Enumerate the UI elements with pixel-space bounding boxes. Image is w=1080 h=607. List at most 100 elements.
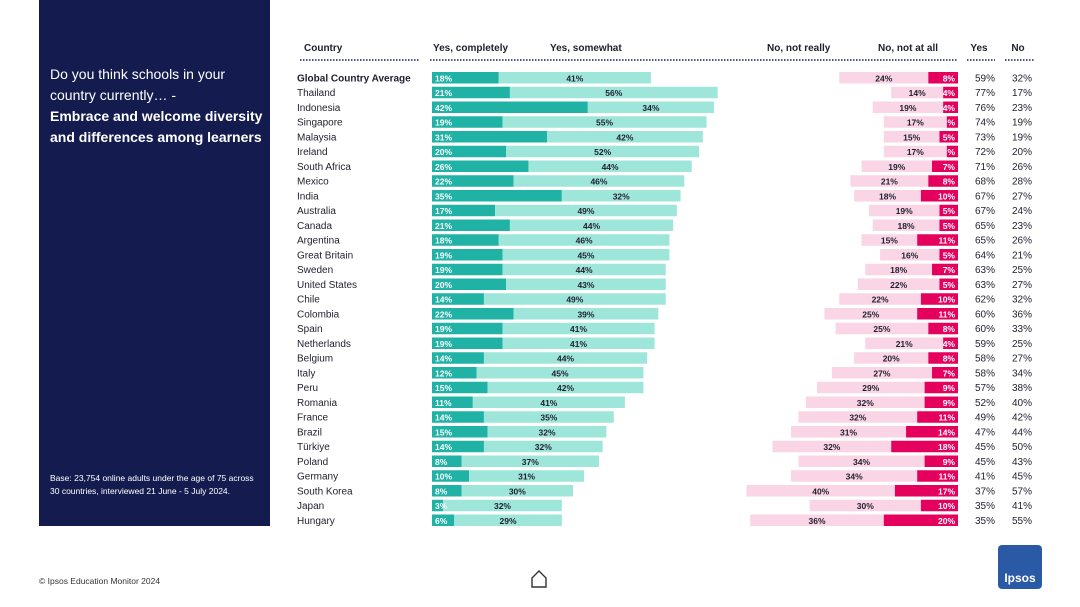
bar-yes-completely: [432, 440, 484, 453]
label-no-not-really: 25%: [873, 324, 890, 334]
label-no-not-at-all: 7%: [943, 162, 956, 172]
bar-yes-somewhat: [487, 426, 607, 438]
label-yes-somewhat: 32%: [535, 442, 552, 452]
total-no: 50%: [1012, 442, 1032, 453]
label-yes-completely: 19%: [435, 324, 452, 334]
total-yes: 45%: [975, 457, 995, 468]
header-yes-somewhat: Yes, somewhat: [550, 43, 622, 54]
bar-yes-completely: [432, 234, 499, 246]
country-label: Great Britain: [297, 250, 353, 261]
country-label: Netherlands: [297, 339, 351, 350]
label-yes-completely: 15%: [435, 383, 452, 393]
bar-no-not-at-all: [920, 293, 958, 305]
country-label: Argentina: [297, 236, 340, 247]
total-yes: 49%: [975, 413, 995, 424]
bar-no-not-at-all: [891, 440, 958, 453]
label-no-not-at-all: 4%: [943, 103, 956, 113]
label-yes-somewhat: 32%: [539, 427, 556, 437]
label-yes-somewhat: 49%: [566, 295, 583, 305]
bar-no-not-really: [791, 470, 918, 482]
country-label: Chile: [297, 295, 320, 306]
bar-yes-somewhat: [487, 381, 644, 394]
bar-no-not-really: [861, 234, 918, 246]
total-yes: 35%: [975, 501, 995, 512]
country-label: Mexico: [297, 177, 329, 188]
country-label: Ireland: [297, 147, 328, 158]
label-yes-completely: 22%: [435, 309, 452, 319]
total-no: 44%: [1012, 427, 1032, 438]
label-no-not-really: 21%: [881, 177, 898, 187]
label-yes-completely: 12%: [435, 368, 452, 378]
total-yes: 52%: [975, 398, 995, 409]
label-no-not-at-all: 5%: [943, 132, 956, 142]
total-no: 23%: [1012, 221, 1032, 232]
bar-yes-somewhat: [483, 293, 666, 305]
bar-no-not-really: [809, 499, 921, 512]
bar-yes-completely: [432, 367, 477, 379]
bar-yes-completely: [432, 145, 507, 158]
bar-no-not-at-all: [917, 234, 958, 246]
label-no-not-really: 34%: [846, 472, 863, 482]
total-yes: 47%: [975, 427, 995, 438]
country-label: Canada: [297, 221, 332, 232]
total-no: 26%: [1012, 162, 1032, 173]
label-yes-somewhat: 46%: [576, 236, 593, 246]
bar-no-not-really: [883, 116, 947, 128]
label-no-not-at-all: 9%: [943, 457, 956, 467]
country-label: Peru: [297, 383, 318, 394]
bar-no-not-at-all: [939, 219, 958, 231]
bar-no-not-really: [891, 86, 944, 99]
label-yes-completely: 14%: [435, 413, 452, 423]
label-no-not-really: 16%: [901, 250, 918, 260]
bar-yes-somewhat: [502, 263, 666, 276]
bar-yes-completely: [432, 219, 510, 231]
total-yes: 77%: [975, 88, 995, 99]
label-yes-somewhat: 41%: [570, 324, 587, 334]
total-no: 25%: [1012, 265, 1032, 276]
label-no-not-at-all: 14%: [938, 427, 955, 437]
country-label: Romania: [297, 398, 337, 409]
total-no: 23%: [1012, 103, 1032, 114]
bar-no-not-at-all: [920, 190, 958, 202]
total-yes: 63%: [975, 280, 995, 291]
label-no-not-at-all: 7%: [943, 368, 956, 378]
bar-yes-completely: [432, 308, 514, 320]
bar-yes-completely: [432, 131, 548, 143]
label-yes-completely: 19%: [435, 265, 452, 275]
bar-no-not-really: [824, 308, 918, 320]
label-yes-completely: 19%: [435, 118, 452, 128]
label-no-not-really: 32%: [823, 442, 840, 452]
bar-yes-completely: [432, 322, 503, 335]
total-yes: 67%: [975, 191, 995, 202]
label-yes-completely: 26%: [435, 162, 452, 172]
bar-yes-completely: [432, 249, 503, 261]
bar-yes-completely: [432, 352, 484, 364]
country-label: Türkiye: [297, 442, 330, 453]
bar-yes-somewhat: [461, 485, 573, 497]
bar-yes-somewhat: [483, 411, 614, 423]
total-no: 40%: [1012, 398, 1032, 409]
bar-no-not-at-all: [946, 145, 958, 158]
home-icon[interactable]: [530, 569, 548, 589]
footer-source: © Ipsos Education Monitor 2024: [39, 576, 161, 586]
country-label: Singapore: [297, 118, 343, 129]
bar-yes-somewhat: [561, 190, 681, 202]
label-yes-somewhat: 45%: [551, 368, 568, 378]
bar-no-not-really: [817, 381, 925, 394]
bar-yes-somewhat: [506, 145, 700, 158]
bar-yes-completely: [432, 175, 514, 187]
bar-no-not-really: [805, 396, 925, 408]
country-label: Thailand: [297, 88, 335, 99]
total-yes: 59%: [975, 339, 995, 350]
bar-no-not-really: [791, 426, 907, 438]
bar-no-not-at-all: [917, 470, 958, 482]
total-no: 33%: [1012, 324, 1032, 335]
bar-no-not-really: [831, 367, 933, 379]
bar-no-not-really: [857, 278, 940, 290]
total-yes: 76%: [975, 103, 995, 114]
bar-yes-somewhat: [483, 440, 603, 453]
bar-no-not-really: [772, 440, 892, 453]
bar-yes-completely: [432, 381, 488, 394]
label-yes-completely: 20%: [435, 147, 452, 157]
